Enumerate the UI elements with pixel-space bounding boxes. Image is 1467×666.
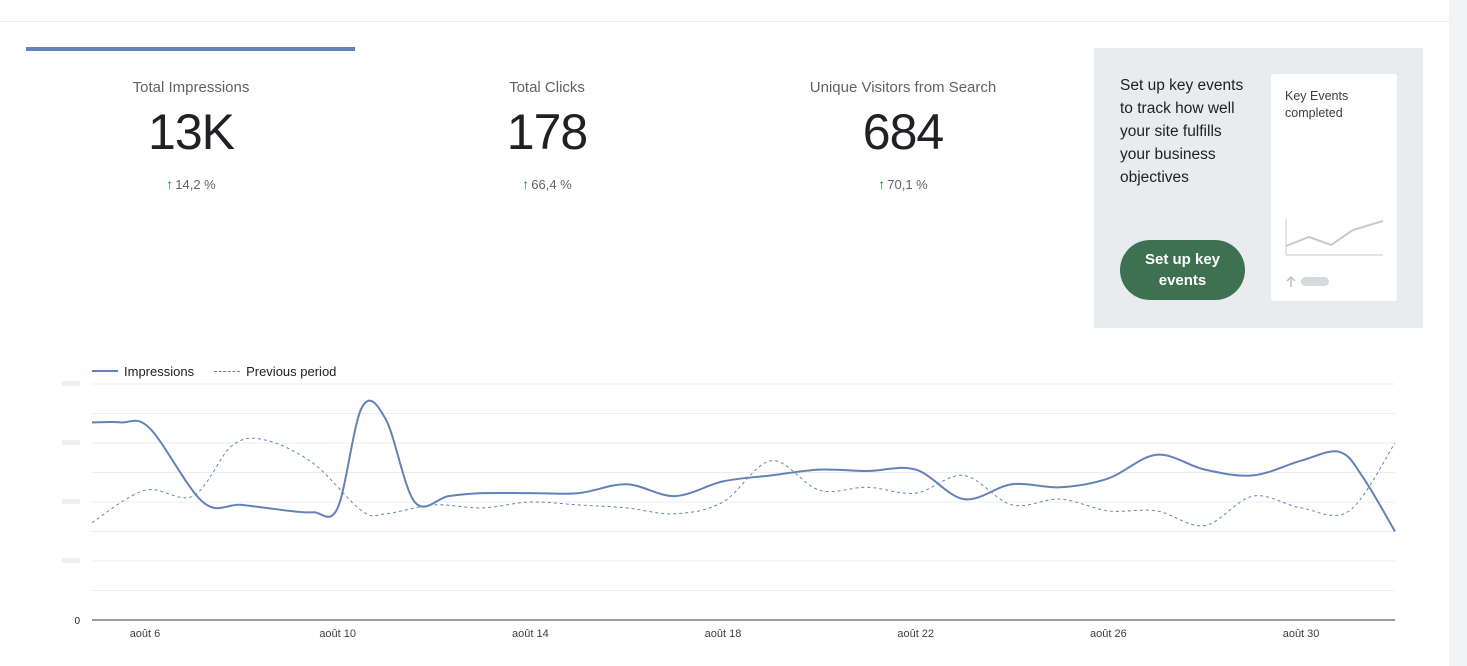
series-line-impressions[interactable] [91,399,1396,533]
metric-value: 13K [148,104,235,160]
y-tick-label-blurred [62,499,80,504]
arrow-up-icon: ↑ [522,176,530,192]
active-metric-indicator [26,47,355,51]
metric-delta-value: 66,4 % [531,177,572,192]
arrow-up-icon [1286,275,1296,287]
key-events-promo: Set up key events to track how well your… [1094,48,1423,328]
card-title: Key Events completed [1285,89,1349,120]
metric-unique-visitors[interactable]: Unique Visitors from Search 684 ↑ 70,1 % [738,78,1068,193]
chart-legend: Impressions Previous period [92,362,356,380]
x-tick-label: août 10 [319,628,356,640]
metric-label: Unique Visitors from Search [809,79,997,96]
y-tick-label-blurred [62,440,80,445]
x-tick-label: août 14 [512,628,549,640]
metric-total-clicks[interactable]: Total Clicks 178 ↑ 66,4 % [382,78,712,193]
series-line-previous-period[interactable] [91,437,1396,527]
promo-text: Set up key events to track how well your… [1120,77,1244,186]
scrollbar-track[interactable] [1449,0,1467,666]
x-tick-label: août 26 [1090,628,1127,640]
metric-delta: ↑ 66,4 % [382,176,712,193]
metric-total-impressions[interactable]: Total Impressions 13K ↑ 14,2 % [26,78,356,193]
legend-item-previous-period[interactable]: Previous period [214,364,336,379]
arrow-up-icon: ↑ [878,176,886,192]
legend-label: Previous period [246,363,337,379]
legend-swatch-solid [92,370,118,372]
x-tick-label: août 6 [130,628,161,640]
top-bar [0,0,1449,22]
metric-delta-value: 70,1 % [887,177,928,192]
arrow-up-icon: ↑ [166,176,174,192]
key-events-preview-card: Key Events completed [1271,74,1397,301]
metric-delta: ↑ 14,2 % [26,176,356,193]
metric-delta-value: 14,2 % [175,177,216,192]
x-tick-label: août 30 [1283,628,1320,640]
metric-label: Total Clicks [509,79,585,96]
metric-value: 178 [506,104,588,160]
set-up-key-events-button[interactable]: Set up key events [1120,240,1245,300]
legend-item-impressions[interactable]: Impressions [92,364,194,379]
x-tick-label: août 22 [897,628,934,640]
x-tick-label: août 18 [705,628,742,640]
y-tick-label-blurred [62,558,80,563]
y-tick-label-blurred [62,381,80,386]
legend-swatch-dashed [214,370,241,372]
y-tick-label: 0 [74,616,80,627]
metric-label: Total Impressions [132,79,250,96]
preview-sparkline-illustration [1285,219,1384,287]
metric-delta: ↑ 70,1 % [738,176,1068,193]
metric-value: 684 [862,104,944,160]
legend-label: Impressions [124,363,195,379]
